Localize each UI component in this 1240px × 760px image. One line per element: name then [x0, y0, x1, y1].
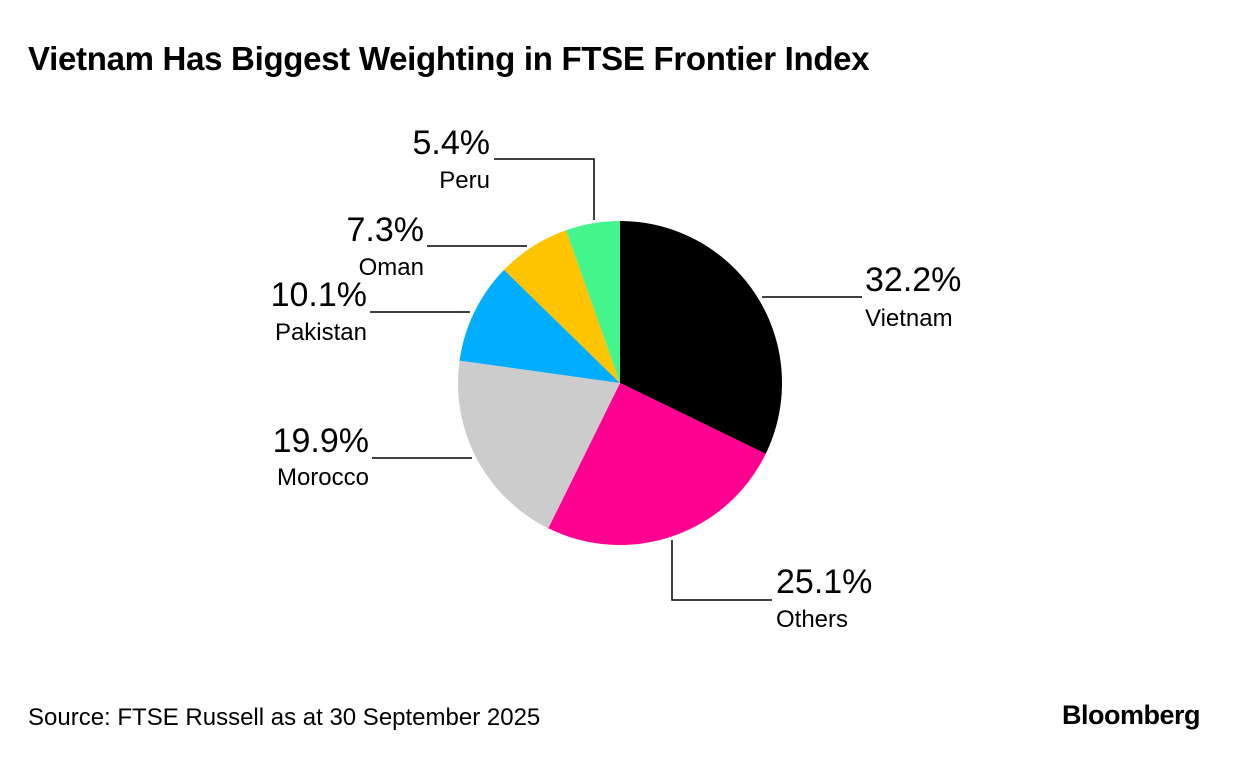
pie-slice-morocco: [458, 360, 620, 529]
pie-slices: [458, 221, 782, 545]
pie-slice-oman: [504, 230, 620, 383]
pie-slice-peru: [566, 221, 620, 383]
bloomberg-logo: Bloomberg: [1061, 700, 1201, 730]
slice-value-label-peru: 5.4%: [413, 124, 491, 162]
slice-category-label-oman: Oman: [359, 254, 424, 281]
leader-line-others: [671, 540, 772, 601]
slice-value-label-vietnam: 32.2%: [865, 261, 961, 299]
leader-lines: [370, 158, 862, 601]
pie-slice-vietnam: [620, 221, 782, 454]
chart-title: Vietnam Has Biggest Weighting in FTSE Fr…: [28, 40, 870, 77]
slice-category-label-vietnam: Vietnam: [865, 305, 953, 332]
pie-slice-pakistan: [459, 269, 620, 383]
source-note: Source: FTSE Russell as at 30 September …: [28, 704, 541, 731]
slice-labels: 32.2% Vietnam 25.1% Others 19.9% Morocco 10.1%…: [271, 124, 962, 633]
slice-category-label-morocco: Morocco: [277, 464, 369, 491]
slice-value-label-oman: 7.3%: [347, 211, 425, 249]
slice-category-label-peru: Peru: [439, 167, 490, 194]
pie-slice-others: [548, 383, 766, 545]
pie-chart: 32.2% Vietnam 25.1% Others 19.9% Morocco 10.1%…: [271, 124, 962, 633]
leader-line-peru: [494, 158, 595, 220]
slice-category-label-others: Others: [776, 606, 848, 633]
slice-category-label-pakistan: Pakistan: [275, 319, 367, 346]
slice-value-label-pakistan: 10.1%: [271, 276, 367, 314]
slice-value-label-others: 25.1%: [776, 563, 872, 601]
slice-value-label-morocco: 19.9%: [273, 422, 369, 460]
